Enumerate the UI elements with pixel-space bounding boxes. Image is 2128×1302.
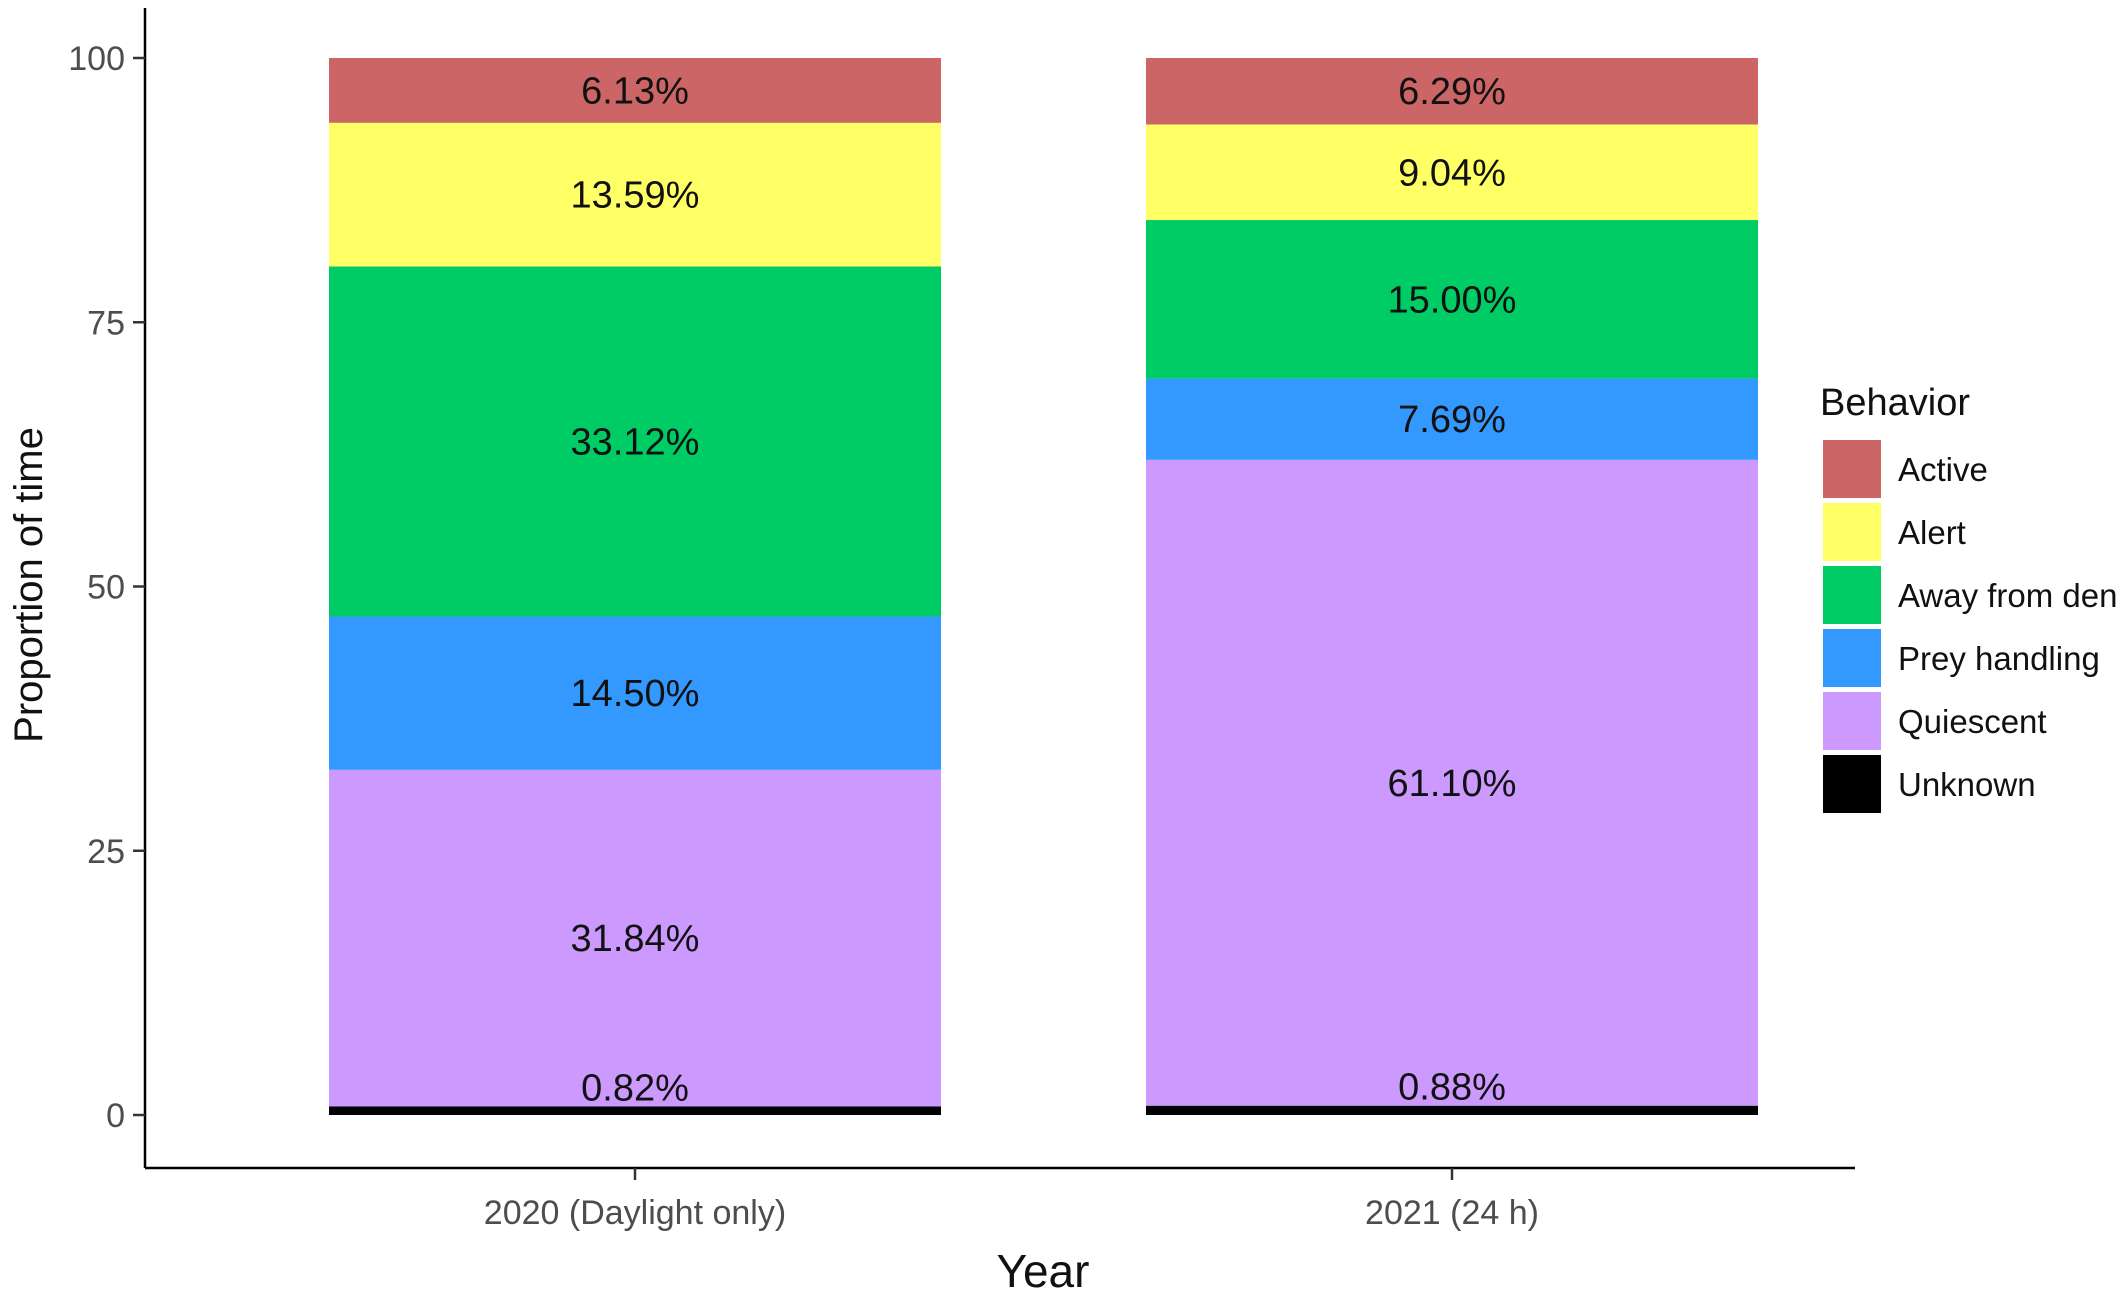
bar-segment-unknown-1	[1146, 1105, 1758, 1115]
data-label: 0.82%	[581, 1067, 689, 1109]
legend-label: Active	[1898, 451, 1988, 488]
y-ticks-layer: 0 25 50 75 100	[68, 40, 145, 1135]
y-tick-label: 0	[106, 1097, 125, 1135]
legend: Behavior Active Alert Away from den Prey ha…	[1820, 382, 2118, 813]
bar-segment-active-0	[329, 58, 941, 123]
legend-swatch-alert	[1823, 503, 1881, 561]
bar-segment-away-from-den-0	[329, 266, 941, 617]
y-axis-title: Proportion of time	[7, 427, 51, 743]
legend-title: Behavior	[1820, 382, 1970, 424]
data-label: 33.12%	[571, 421, 700, 463]
bars-layer	[329, 58, 1758, 1115]
x-ticks-layer: 2020 (Daylight only) 2021 (24 h)	[484, 1168, 1539, 1232]
data-label: 9.04%	[1398, 152, 1506, 194]
legend-swatch-active	[1823, 440, 1881, 498]
legend-label: Quiescent	[1898, 703, 2047, 740]
bar-segment-quiescent-0	[329, 769, 941, 1107]
legend-label: Prey handling	[1898, 640, 2100, 677]
data-label: 31.84%	[571, 918, 700, 960]
y-tick-label: 100	[68, 40, 125, 78]
bar-segment-prey-handling-1	[1146, 378, 1758, 460]
bar-segment-unknown-0	[329, 1106, 941, 1115]
bar-segment-prey-handling-0	[329, 616, 941, 770]
y-tick-label: 75	[87, 304, 125, 342]
legend-swatch-away-from-den	[1823, 566, 1881, 624]
legend-swatch-quiescent	[1823, 692, 1881, 750]
data-label: 13.59%	[571, 175, 700, 217]
data-labels-layer: 0.82% 31.84% 14.50% 33.12% 13.59% 6.13% 0.88% 6…	[571, 70, 1517, 1109]
x-tick-label: 2020 (Daylight only)	[484, 1194, 786, 1232]
legend-items: Active Alert Away from den Prey handling Qui…	[1823, 440, 2118, 813]
bar-segment-alert-0	[329, 122, 941, 267]
bar-segment-quiescent-1	[1146, 459, 1758, 1106]
y-tick-label: 50	[87, 569, 125, 607]
data-label: 61.10%	[1388, 763, 1517, 805]
legend-label: Away from den	[1898, 577, 2118, 614]
bar-segment-alert-1	[1146, 124, 1758, 221]
legend-swatch-unknown	[1823, 755, 1881, 813]
y-tick-label: 25	[87, 833, 125, 871]
data-label: 6.13%	[581, 70, 689, 112]
data-label: 14.50%	[571, 673, 700, 715]
data-label: 7.69%	[1398, 399, 1506, 441]
legend-label: Alert	[1898, 514, 1966, 551]
legend-swatch-prey-handling	[1823, 629, 1881, 687]
data-label: 0.88%	[1398, 1067, 1506, 1109]
bar-segment-active-1	[1146, 58, 1758, 125]
data-label: 6.29%	[1398, 71, 1506, 113]
x-axis-title: Year	[997, 1245, 1090, 1297]
x-tick-label: 2021 (24 h)	[1365, 1194, 1539, 1232]
data-label: 15.00%	[1388, 279, 1517, 321]
legend-label: Unknown	[1898, 766, 2036, 803]
bar-segment-away-from-den-1	[1146, 220, 1758, 379]
